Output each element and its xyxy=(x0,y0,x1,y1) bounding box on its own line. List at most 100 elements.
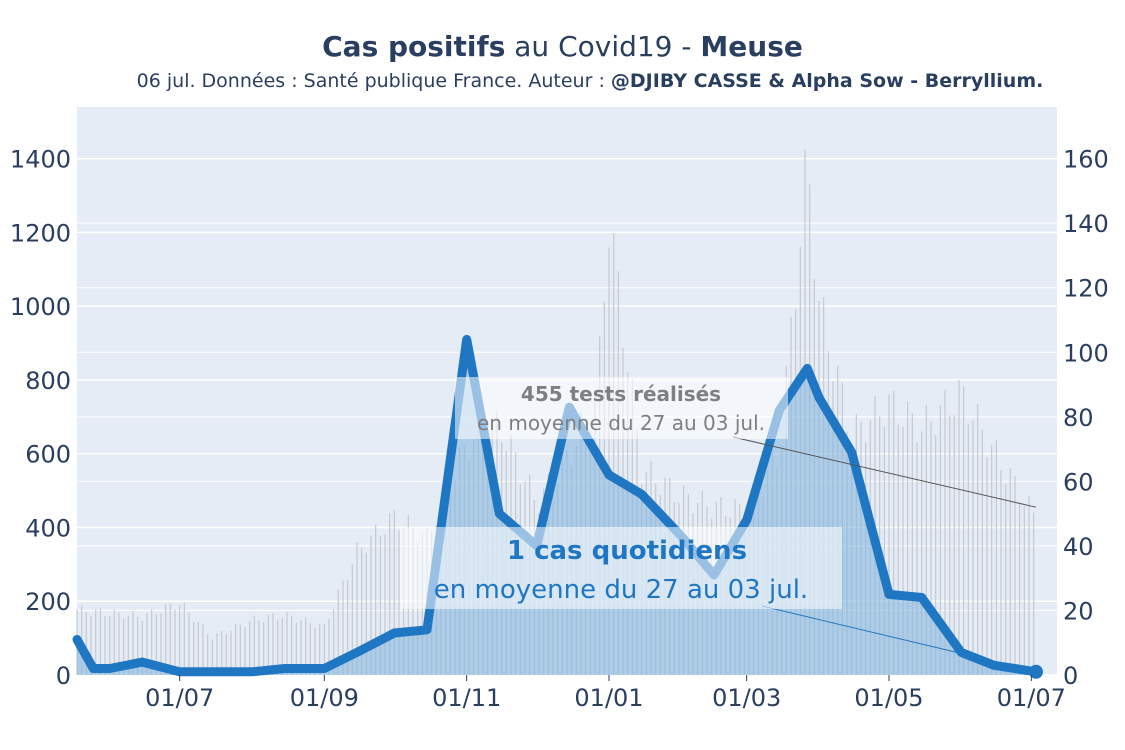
tests-bar xyxy=(1014,475,1016,675)
tests-bar xyxy=(1033,512,1035,675)
tests-bar xyxy=(281,617,283,675)
tests-bar xyxy=(95,609,97,675)
title-mid: au Covid19 - xyxy=(505,30,701,63)
tests-bar xyxy=(183,602,185,675)
tests-bar xyxy=(230,630,232,675)
tests-bar xyxy=(977,404,979,675)
tests-bar xyxy=(193,621,195,675)
tests-bar xyxy=(949,415,951,675)
tests-bar xyxy=(356,542,358,675)
tests-bar xyxy=(347,580,349,675)
y-right-tick-label: 120 xyxy=(1063,275,1109,303)
tests-bar xyxy=(221,631,223,675)
tests-bar xyxy=(883,426,885,675)
tests-bar xyxy=(1028,495,1030,675)
y-right-tick-label: 100 xyxy=(1063,339,1109,367)
cases-annotation-sub: en moyenne du 27 au 03 jul. xyxy=(434,575,808,605)
tests-annotation-box xyxy=(455,377,788,439)
y-right-tick-label: 80 xyxy=(1063,404,1094,432)
x-tick-label: 01/09 xyxy=(290,684,359,712)
y-axis-left: 0 200 400 600 800 1000 1200 1400 xyxy=(10,146,71,690)
tests-bar xyxy=(1019,504,1021,675)
tests-bar xyxy=(127,615,129,675)
tests-bar xyxy=(188,612,190,675)
x-tick-label: 01/11 xyxy=(432,684,501,712)
y-left-tick-label: 400 xyxy=(25,514,71,542)
cases-annotation-box xyxy=(400,527,842,609)
y-left-tick-label: 800 xyxy=(25,367,71,395)
tests-bar xyxy=(342,580,344,675)
tests-bar xyxy=(155,614,157,675)
tests-bar xyxy=(291,615,293,675)
tests-bar xyxy=(963,386,965,675)
tests-bar xyxy=(305,617,307,675)
tests-bar xyxy=(267,615,269,675)
tests-bar xyxy=(277,619,279,675)
tests-bar xyxy=(239,624,241,675)
tests-bar xyxy=(211,639,213,675)
tests-bar xyxy=(361,547,363,675)
tests-bar xyxy=(286,611,288,675)
tests-bar xyxy=(613,233,615,675)
tests-bar xyxy=(99,608,101,675)
tests-annotation-title: 455 tests réalisés xyxy=(521,382,721,406)
y-right-tick-label: 60 xyxy=(1063,468,1094,496)
tests-bar xyxy=(337,589,339,675)
tests-bar xyxy=(90,615,92,675)
tests-bar xyxy=(309,623,311,675)
tests-bar xyxy=(393,510,395,675)
tests-bar xyxy=(379,535,381,675)
cases-annotation-arrow xyxy=(761,605,1031,671)
cases-end-marker xyxy=(1029,664,1043,679)
tests-bar xyxy=(370,535,372,675)
x-tick-label: 01/01 xyxy=(574,684,643,712)
tests-bar xyxy=(911,413,913,675)
tests-bar xyxy=(300,620,302,675)
tests-bar xyxy=(207,633,209,675)
tests-bar xyxy=(333,608,335,675)
y-left-tick-label: 0 xyxy=(56,662,71,690)
tests-bar xyxy=(1005,483,1007,675)
tests-bar xyxy=(939,405,941,675)
tests-bar xyxy=(146,613,148,675)
tests-bar xyxy=(225,633,227,675)
tests-bar xyxy=(375,524,377,675)
tests-bar xyxy=(921,431,923,675)
x-tick-label: 01/03 xyxy=(712,684,781,712)
tests-bar xyxy=(1000,470,1002,675)
tests-bar xyxy=(253,615,255,675)
tests-bar xyxy=(113,609,115,675)
tests-bar xyxy=(169,603,171,675)
tests-bar xyxy=(319,623,321,675)
tests-bar xyxy=(272,613,274,675)
tests-bar xyxy=(893,391,895,675)
tests-bar xyxy=(295,622,297,675)
tests-bar xyxy=(351,564,353,675)
tests-bar xyxy=(925,405,927,675)
tests-bar xyxy=(365,552,367,675)
annotations: 455 tests réalisés en moyenne du 27 au 03… xyxy=(400,377,1037,671)
x-axis: 01/07 01/09 01/11 01/01 01/03 01/05 01/07 xyxy=(145,675,1066,712)
title-department: Meuse xyxy=(700,30,803,63)
tests-bar xyxy=(958,379,960,675)
cases-annotation-title: 1 cas quotidiens xyxy=(507,536,747,566)
tests-bar xyxy=(897,424,899,675)
tests-bar xyxy=(384,534,386,675)
tests-bar xyxy=(137,616,139,675)
tests-bar xyxy=(1023,506,1025,675)
tests-bar xyxy=(249,620,251,675)
tests-bar xyxy=(179,604,181,675)
tests-bar xyxy=(202,624,204,675)
tests-bar xyxy=(398,530,400,675)
tests-bar xyxy=(141,620,143,675)
tests-bar xyxy=(118,612,120,675)
tests-bar xyxy=(907,401,909,675)
tests-bar xyxy=(314,627,316,675)
tests-annotation-sub: en moyenne du 27 au 03 jul. xyxy=(477,411,765,435)
tests-bar xyxy=(104,616,106,675)
y-right-tick-label: 160 xyxy=(1063,146,1109,174)
tests-bar xyxy=(235,623,237,675)
tests-bar xyxy=(123,619,125,675)
tests-bar xyxy=(85,612,87,675)
